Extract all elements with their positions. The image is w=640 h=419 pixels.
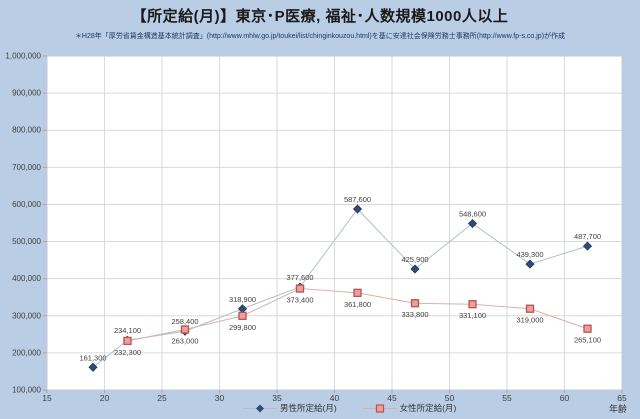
- female-data-point-marker: [353, 288, 362, 297]
- legend-label-male: 男性所定給(月): [280, 403, 337, 413]
- data-point-label: 258,400: [171, 317, 198, 326]
- data-point-label: 361,800: [344, 300, 371, 309]
- x-tick-label: 20: [100, 393, 110, 403]
- data-point-label: 439,300: [516, 250, 543, 259]
- x-tick-label: 15: [42, 393, 52, 403]
- y-tick-label: 300,000: [12, 311, 41, 320]
- data-point-label: 331,100: [459, 311, 486, 320]
- y-tick-label: 1,000,000: [5, 52, 41, 61]
- legend-item-male: 男性所定給(月): [243, 402, 337, 414]
- male-data-point-marker: [88, 362, 98, 372]
- data-point-label: 377,600: [286, 273, 313, 282]
- data-point-label: 487,700: [574, 232, 601, 241]
- data-point-label: 425,900: [401, 255, 428, 264]
- y-tick-label: 700,000: [12, 163, 41, 172]
- x-tick-label: 35: [272, 393, 282, 403]
- data-point-label: 299,800: [229, 323, 256, 332]
- x-tick-label: 30: [215, 393, 225, 403]
- y-tick-label: 200,000: [12, 348, 41, 357]
- chart-subtitle: ＊H28年「厚労省賃金構造基本統計調査」(http://www.mhlw.go.…: [74, 33, 566, 40]
- x-tick-label: 55: [502, 393, 512, 403]
- y-tick-label: 400,000: [12, 274, 41, 283]
- x-tick-label: 40: [330, 393, 340, 403]
- data-point-label: 373,400: [286, 296, 313, 305]
- chart-legend: 男性所定給(月) 女性所定給(月): [243, 402, 456, 414]
- x-tick-label: 65: [617, 393, 627, 403]
- data-point-label: 234,100: [114, 326, 141, 335]
- data-point-label: 319,000: [516, 316, 543, 325]
- x-tick-label: 25: [157, 393, 167, 403]
- female-data-point-marker: [583, 324, 592, 333]
- male-data-point-marker: [467, 218, 478, 229]
- female-data-point-marker: [410, 299, 420, 308]
- female-data-point-marker: [123, 336, 132, 346]
- male-data-point-marker: [525, 259, 535, 269]
- data-point-label: 232,300: [114, 348, 141, 357]
- male-series-line: [92, 208, 588, 368]
- male-data-point-marker: [410, 264, 420, 274]
- y-tick-label: 800,000: [12, 126, 41, 135]
- x-tick-label: 45: [387, 393, 397, 403]
- male-series-marker-icon: [243, 404, 277, 412]
- y-tick-label: 100,000: [12, 386, 41, 395]
- female-data-point-marker: [238, 311, 247, 321]
- female-data-point-marker: [180, 325, 190, 334]
- data-point-label: 587,600: [344, 195, 371, 204]
- legend-label-female: 女性所定給(月): [399, 403, 457, 413]
- x-axis-title: 年齢: [608, 404, 627, 414]
- data-point-label: 161,300: [79, 353, 106, 362]
- x-tick-label: 50: [445, 393, 455, 403]
- female-data-point-marker: [468, 300, 477, 309]
- x-tick-label: 60: [560, 393, 570, 403]
- y-tick-label: 900,000: [12, 89, 41, 98]
- data-point-label: 318,900: [229, 295, 256, 304]
- female-data-point-marker: [525, 304, 535, 313]
- data-point-label: 548,600: [459, 210, 486, 219]
- legend-item-female: 女性所定給(月): [362, 402, 457, 414]
- y-tick-label: 500,000: [12, 237, 41, 246]
- male-data-point-marker: [582, 241, 593, 251]
- data-point-label: 263,000: [171, 337, 198, 346]
- data-point-label: 333,800: [401, 310, 428, 319]
- female-series-marker-icon: [362, 403, 397, 413]
- data-point-label: 265,100: [574, 336, 601, 345]
- y-tick-label: 600,000: [12, 200, 41, 209]
- chart-title: 【所定給(月)】東京･P医療, 福祉･人数規模1000人以上: [131, 8, 509, 25]
- female-data-point-marker: [295, 284, 305, 293]
- male-data-point-marker: [352, 204, 363, 214]
